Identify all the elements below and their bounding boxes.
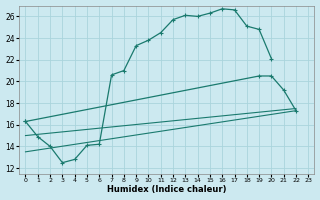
X-axis label: Humidex (Indice chaleur): Humidex (Indice chaleur) <box>107 185 227 194</box>
